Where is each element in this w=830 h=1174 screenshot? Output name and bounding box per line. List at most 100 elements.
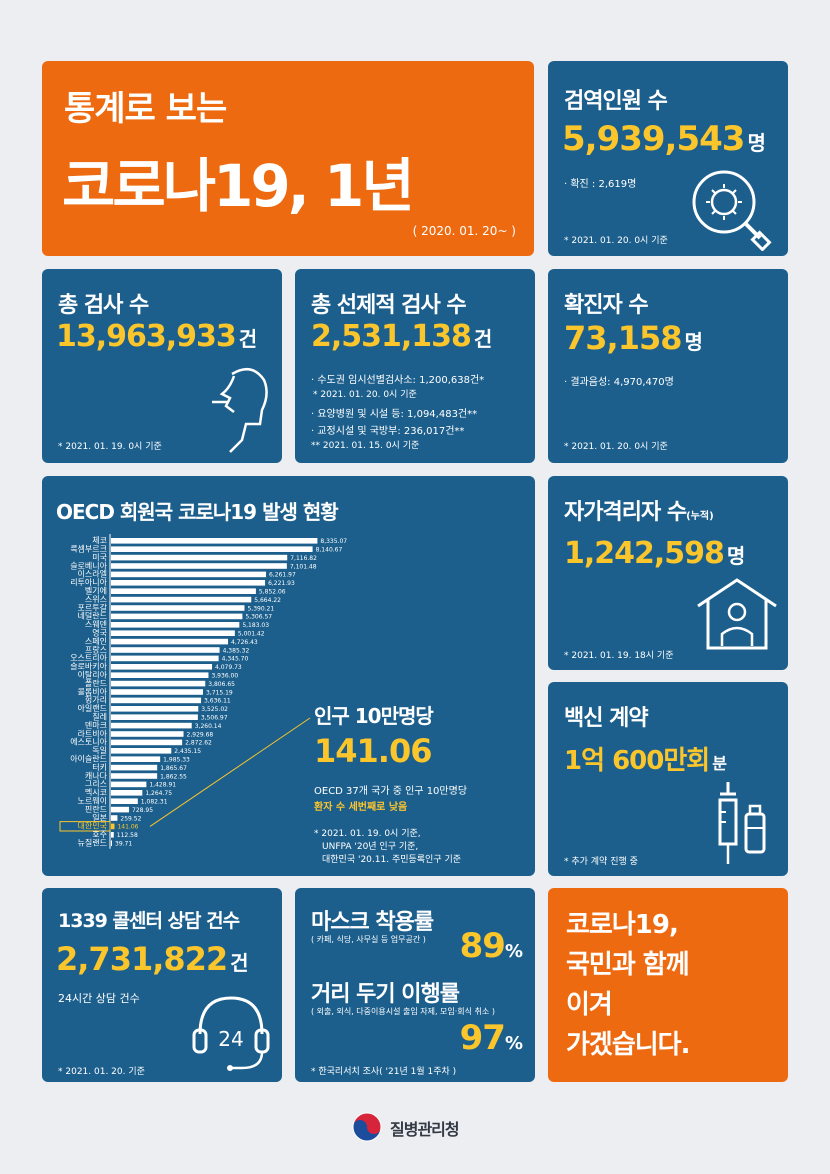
chart-value-label: 2,929.68 (187, 731, 214, 738)
chart-category-label: 덴마크 (85, 721, 107, 730)
vaccine-title: 백신 계약 (564, 706, 649, 731)
chart-value-label: 2,435.15 (174, 748, 201, 755)
chart-value-label: 5,852.06 (259, 589, 286, 596)
chart-value-label: 1,865.67 (160, 765, 187, 772)
chart-value-label: 6,261.97 (269, 572, 296, 579)
hero-line1: 통계로 보는 (64, 89, 227, 129)
chart-category-label: 폴란드 (85, 678, 107, 688)
chart-bar (111, 815, 118, 821)
vaccine-value-row: 1억 600만회 분 (564, 740, 727, 777)
chart-value-label: 8,140.67 (316, 547, 343, 554)
chart-bar (111, 739, 183, 746)
chart-bar (111, 748, 172, 754)
mask-sub2: ( 외출, 외식, 다중이용시설 출입 자제, 모임·회식 취소 ) (311, 1007, 495, 1016)
preemptive-value-row: 2,531,138 건 (311, 319, 492, 354)
chart-value-label: 3,806.65 (208, 681, 235, 688)
chart-highlight-box (59, 821, 111, 832)
chart-value-label: 5,306.57 (245, 614, 272, 621)
chart-bar (111, 764, 158, 771)
chart-bar (111, 664, 213, 670)
chart-value-label: 5,390.21 (247, 605, 274, 612)
quarantine-value-row: 5,939,543 명 (562, 119, 766, 159)
chart-value-label: 5,001.42 (238, 631, 265, 638)
oecd-title: OECD 회원국 코로나19 발생 현황 (56, 500, 339, 524)
chart-value-label: 3,715.19 (206, 689, 233, 696)
oecd-callout-title: 인구 10만명당 (314, 704, 434, 728)
chart-category-label: 포르투갈 (78, 603, 108, 612)
chart-bar (111, 622, 240, 628)
chart-bar (111, 823, 115, 830)
oecd-note2: UNFPA '20년 인구 기준, (322, 842, 419, 852)
chart-category-label: 스위스 (85, 595, 107, 604)
chart-category-label: 슬로바키아 (70, 661, 107, 671)
chart-bar (111, 647, 220, 653)
oecd-note3: 대한민국 '20.11. 주민등록인구 기준 (322, 855, 462, 865)
preemptive-title: 총 선제적 검사 수 (311, 293, 467, 318)
quarantine-card: 검역인원 수 5,939,543 명 · 확진 : 2,619명 * 2021. … (548, 61, 788, 256)
chart-category-label: 독일 (92, 746, 107, 755)
chart-bar (111, 638, 229, 645)
chart-bar (111, 714, 198, 720)
chart-bar (111, 680, 206, 687)
chart-category-label: 호주 (92, 830, 107, 839)
chart-bar (111, 773, 158, 779)
chart-bar (111, 798, 138, 804)
preemptive-line1: · 수도권 임시선별검사소: 1,200,638건* (311, 375, 485, 386)
chart-value-label: 3,636.11 (204, 698, 231, 705)
chart-category-label: 네덜란드 (78, 611, 107, 621)
chart-bar (111, 546, 313, 552)
headset-icon-text: 24 (218, 1027, 243, 1051)
chart-bar (111, 655, 219, 662)
chart-category-label: 뉴질랜드 (78, 838, 107, 848)
chart-value-label: 4,385.32 (223, 647, 250, 654)
self-quarantine-footnote: * 2021. 01. 19. 18시 기준 (564, 651, 674, 661)
oecd-card: OECD 회원국 코로나19 발생 현황 체코 8,335.07 룩셈부르크 8,14… (42, 476, 535, 876)
virus-magnifier-icon (692, 170, 772, 251)
chart-bar (111, 580, 266, 586)
swab-test-person-icon (212, 367, 268, 453)
chart-bar (111, 605, 245, 611)
chart-bar (111, 596, 252, 603)
preemptive-value: 2,531,138 (311, 319, 472, 354)
chart-category-label: 벨기에 (85, 586, 107, 596)
mask-rate2-row: 97% (460, 1018, 523, 1058)
chart-bar (111, 781, 147, 788)
quarantine-detail: · 확진 : 2,619명 (564, 179, 637, 190)
chart-value-label: 728.95 (132, 807, 153, 814)
quarantine-footnote: * 2021. 01. 20. 0시 기준 (564, 236, 668, 246)
callcenter-footnote: * 2021. 01. 20. 기준 (58, 1067, 145, 1077)
chart-bar (111, 722, 192, 729)
callcenter-value-row: 2,731,822 건 (56, 940, 249, 978)
oecd-callout-value: 141.06 (314, 732, 432, 770)
chart-value-label: 3,525.02 (201, 706, 228, 713)
total-tests-unit: 건 (238, 327, 258, 351)
oecd-bar-chart: 체코 8,335.07 룩셈부르크 8,140.67 미국 7,116.82 슬로베니아 7,… (59, 534, 347, 849)
confirmed-value: 73,158 (564, 319, 682, 357)
footer-org-name: 질병관리청 (390, 1120, 460, 1139)
mask-rate1-pct: % (504, 941, 523, 962)
chart-category-label: 이탈리아 (78, 670, 108, 680)
chart-value-label: 5,183.03 (242, 622, 269, 629)
chart-value-label: 3,506.97 (201, 715, 228, 722)
chart-category-label: 오스트리아 (70, 653, 107, 663)
mask-footnote: * 한국리서치 조사( '21년 1월 1주차 ) (311, 1067, 457, 1077)
preemptive-tests-card: 총 선제적 검사 수 2,531,138 건 · 수도권 임시선별검사소: 1,2… (295, 269, 535, 463)
chart-category-label: 캐나다 (85, 771, 108, 780)
chart-category-label: 일본 (92, 813, 107, 822)
chart-category-label: 스웨덴 (85, 619, 107, 629)
self-quarantine-title: 자가격리자 수 (564, 500, 687, 525)
mask-title2: 거리 두기 이행률 (311, 982, 460, 1007)
chart-bar (111, 588, 256, 594)
preemptive-unit: 건 (473, 327, 493, 351)
chart-value-label: 1,862.55 (160, 773, 187, 780)
government-emblem-icon (352, 1112, 382, 1142)
mask-rate2-pct: % (504, 1033, 523, 1054)
total-tests-title: 총 검사 수 (58, 293, 149, 318)
mask-rate2: 97 (459, 1018, 506, 1058)
chart-category-label: 콜롬비아 (78, 686, 108, 696)
chart-category-label: 이스라엘 (78, 569, 107, 579)
confirmed-value-row: 73,158 명 (564, 319, 703, 357)
callcenter-detail: 24시간 상담 건수 (58, 992, 140, 1005)
chart-bar (111, 689, 203, 695)
chart-category-label: 스페인 (85, 636, 107, 646)
